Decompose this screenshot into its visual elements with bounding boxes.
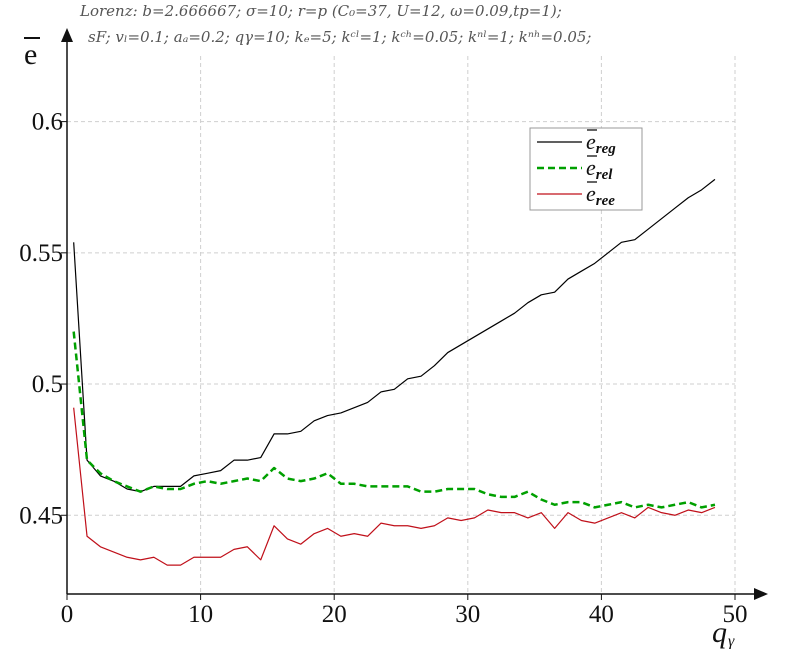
- x-tick-label: 10: [188, 601, 213, 628]
- y-tick-label: 0.6: [32, 109, 63, 136]
- y-axis-label: e: [24, 37, 40, 71]
- x-tick-label: 30: [455, 601, 480, 628]
- x-tick-label: 50: [723, 601, 748, 628]
- y-tick-label: 0.45: [19, 502, 63, 529]
- legend-label-rel: erel: [586, 155, 613, 183]
- tick-labels: 0 10 20 30 40 50 0.45 0.5 0.55 0.6: [19, 109, 747, 628]
- chart-title-line-2: sF; vₗ=0.1; aₐ=0.2; qγ=10; kₑ=5; kᶜˡ=1; …: [88, 28, 591, 46]
- series-line-reg: [73, 178, 716, 493]
- x-axis-arrowhead: [754, 588, 768, 600]
- y-axis-label-text: e: [24, 38, 37, 71]
- grid: [67, 56, 736, 594]
- x-axis-label-subscript: γ: [728, 633, 735, 649]
- series-line-rel: [72, 331, 716, 509]
- x-axis-label-text: q: [712, 616, 727, 649]
- y-tick-label: 0.55: [19, 240, 63, 267]
- y-tick-label: 0.5: [32, 371, 63, 398]
- y-axis-arrowhead: [61, 28, 73, 42]
- x-tick-label: 20: [322, 601, 347, 628]
- chart-title-line-1: Lorenz: b=2.666667; σ=10; r=p (C₀=37, U=…: [79, 2, 562, 20]
- legend-label-ree: eree: [586, 181, 615, 209]
- x-axis-label: q γ: [712, 616, 735, 649]
- series-line-ree: [73, 407, 716, 566]
- legend-label-reg: ereg: [586, 129, 616, 157]
- series: [72, 178, 716, 566]
- x-tick-label: 40: [589, 601, 614, 628]
- x-tick-label: 0: [61, 601, 74, 628]
- axes: [61, 28, 768, 600]
